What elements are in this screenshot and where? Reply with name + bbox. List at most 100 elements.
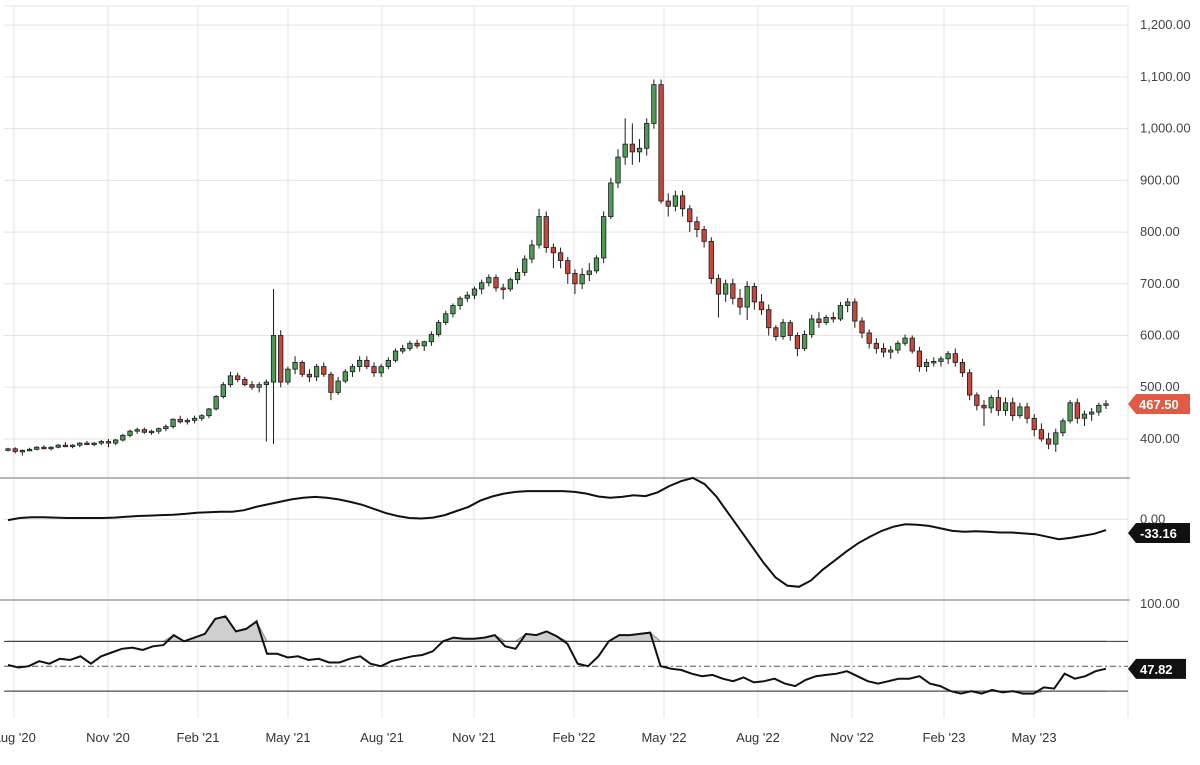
price-tick-label: 900.00 [1140, 172, 1180, 187]
candle-body [608, 182, 614, 217]
candle-body [572, 273, 578, 285]
candle-body [967, 372, 973, 396]
candle-body [184, 419, 191, 423]
candle-body [342, 371, 348, 382]
x-tick-label: May '21 [265, 730, 310, 745]
candle-body [156, 428, 162, 432]
candle-body [873, 342, 879, 349]
x-tick-label: May '22 [641, 730, 686, 745]
price-tick-label: 700.00 [1140, 276, 1180, 291]
candle-body [651, 84, 657, 124]
candle-body [55, 444, 61, 448]
candle-body [1089, 411, 1095, 415]
candle-body [794, 335, 801, 349]
candle-body [730, 283, 736, 299]
candle-body [443, 313, 449, 323]
candle-body [995, 397, 1001, 411]
x-tick-label: Feb '21 [177, 730, 220, 745]
candle-body [601, 216, 607, 259]
candle-body [77, 442, 83, 446]
candle-body [1081, 413, 1088, 419]
rsi-value-label: 47.82 [1140, 662, 1173, 677]
candle-body [1060, 420, 1066, 434]
candle-body [486, 277, 492, 284]
candle-body [809, 318, 815, 335]
x-tick-label: Aug '21 [360, 730, 404, 745]
candle-body [507, 279, 513, 290]
candle-body [622, 143, 628, 158]
candle-body [263, 381, 269, 386]
candle-body [385, 359, 391, 367]
candle-body [830, 317, 836, 320]
candle-body [392, 350, 399, 361]
price-tick-label: 800.00 [1140, 224, 1180, 239]
candle-body [335, 380, 341, 393]
candle-body [378, 366, 384, 374]
candle-body [321, 366, 327, 375]
candle-body [1010, 402, 1016, 417]
candle-body [845, 301, 851, 306]
candle-body [1074, 402, 1080, 419]
candle-body [787, 322, 793, 336]
candle-body [163, 426, 169, 430]
x-tick-label: Feb '23 [923, 730, 966, 745]
candle-body [1067, 402, 1073, 422]
candle-body [773, 327, 779, 337]
candle-body [866, 332, 872, 344]
candle-body [62, 444, 69, 448]
candle-body [974, 394, 980, 406]
candle-body [141, 429, 147, 433]
candle-body [780, 322, 786, 337]
price-tick-label: 1,000.00 [1140, 121, 1191, 136]
candle-body [242, 379, 248, 386]
rsi-value-tag [1128, 658, 1186, 679]
candle-body [1031, 417, 1037, 431]
rsi-panel: 47.82 [4, 615, 1186, 695]
candle-body [565, 260, 571, 274]
candle-body [981, 404, 987, 409]
candle-body [737, 297, 743, 308]
axis-labels: 1,200.00 1,100.00 1,000.00 900.00 800.00 700.… [0, 17, 1191, 745]
candle-body [435, 322, 442, 335]
candle-body [529, 244, 535, 260]
x-tick-label: Feb '22 [553, 730, 596, 745]
candle-body [751, 285, 757, 303]
candle-body [938, 358, 944, 362]
x-tick-label: Nov '20 [86, 730, 130, 745]
candle-body [1002, 402, 1009, 411]
candle-body [1038, 429, 1045, 440]
candle-body [1096, 404, 1102, 413]
candle-body [1053, 432, 1059, 445]
oscillator-value-label: -33.16 [1140, 526, 1177, 541]
candle-body [12, 448, 18, 452]
candle-body [536, 216, 542, 246]
candle-body [371, 366, 377, 374]
candle-body [557, 252, 564, 261]
candle-body [644, 123, 650, 149]
candle-body [1103, 403, 1109, 406]
candle-body [41, 446, 47, 450]
candle-body [428, 334, 435, 343]
candle-body [629, 143, 635, 153]
candle-body [120, 434, 126, 441]
candle-body [479, 282, 485, 290]
candle-body [364, 359, 370, 367]
candle-body [543, 216, 549, 248]
oscillator-panel: -33.16 [7, 476, 1190, 588]
candle-body [988, 397, 994, 409]
candle-body [464, 294, 470, 299]
candle-body [113, 439, 119, 444]
oscillator-value-tag [1128, 523, 1190, 544]
oscillator-line [7, 476, 1107, 588]
candle-body [493, 277, 499, 289]
candle-body [895, 342, 901, 351]
candle-body [328, 373, 334, 393]
candle-body [170, 418, 176, 427]
candle-body [852, 301, 858, 322]
candle-body [672, 195, 679, 207]
candle-body [357, 359, 363, 367]
candle-body [19, 449, 25, 453]
candle-body [278, 335, 284, 383]
candle-body [687, 208, 693, 223]
